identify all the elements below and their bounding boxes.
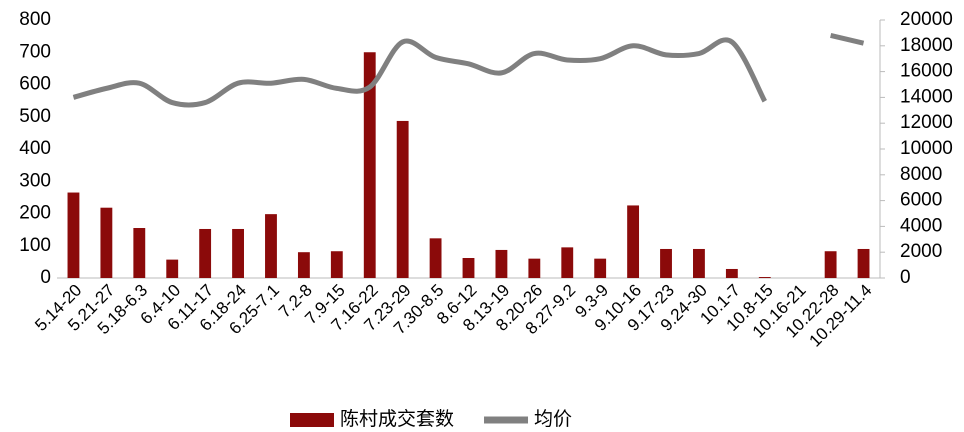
bar [297, 252, 310, 278]
y-tick-label: 200 [19, 203, 51, 224]
y2-tick-label: 12000 [900, 112, 953, 133]
bar [693, 248, 705, 278]
bar [725, 268, 738, 278]
bar [495, 249, 508, 278]
bar [232, 228, 244, 278]
bar [594, 258, 607, 278]
y2-tick-label: 8000 [900, 164, 942, 185]
y2-tick-label: 10000 [900, 138, 953, 159]
y-tick-label: 300 [19, 170, 51, 191]
legend-label: 陈村成交套数 [340, 408, 454, 430]
y-tick-label: 800 [19, 9, 51, 30]
bar [199, 228, 212, 278]
y-tick-label: 600 [19, 74, 51, 95]
line [72, 33, 865, 108]
bar [265, 214, 277, 278]
bar [330, 251, 343, 278]
bar [133, 228, 146, 278]
y-tick-label: 500 [19, 106, 51, 127]
bar [528, 258, 541, 278]
y-tick-label: 700 [19, 41, 51, 62]
y2-tick-label: 18000 [900, 35, 953, 56]
bar [429, 238, 442, 278]
y2-tick-label: 20000 [900, 9, 953, 30]
bar [627, 205, 640, 278]
y-tick-label: 0 [40, 267, 51, 288]
y2-tick-label: 16000 [900, 61, 953, 82]
bar [100, 207, 113, 278]
y-tick-label: 400 [19, 138, 51, 159]
bar [462, 258, 475, 278]
bar [166, 259, 179, 278]
bar [758, 277, 771, 278]
bar [824, 251, 837, 278]
legend-swatch [290, 413, 334, 427]
y2-tick-label: 4000 [900, 215, 942, 236]
bar [363, 52, 376, 278]
y2-tick-label: 2000 [900, 241, 942, 262]
y2-tick-label: 6000 [900, 190, 942, 211]
bar [561, 247, 574, 278]
bar [660, 248, 672, 278]
y-tick-label: 100 [19, 235, 51, 256]
y2-tick-label: 14000 [900, 86, 953, 107]
y2-tick-label: 0 [900, 267, 911, 288]
bar [67, 192, 80, 278]
legend-label: 均价 [534, 408, 572, 430]
bar [396, 120, 409, 278]
bar [857, 248, 870, 278]
